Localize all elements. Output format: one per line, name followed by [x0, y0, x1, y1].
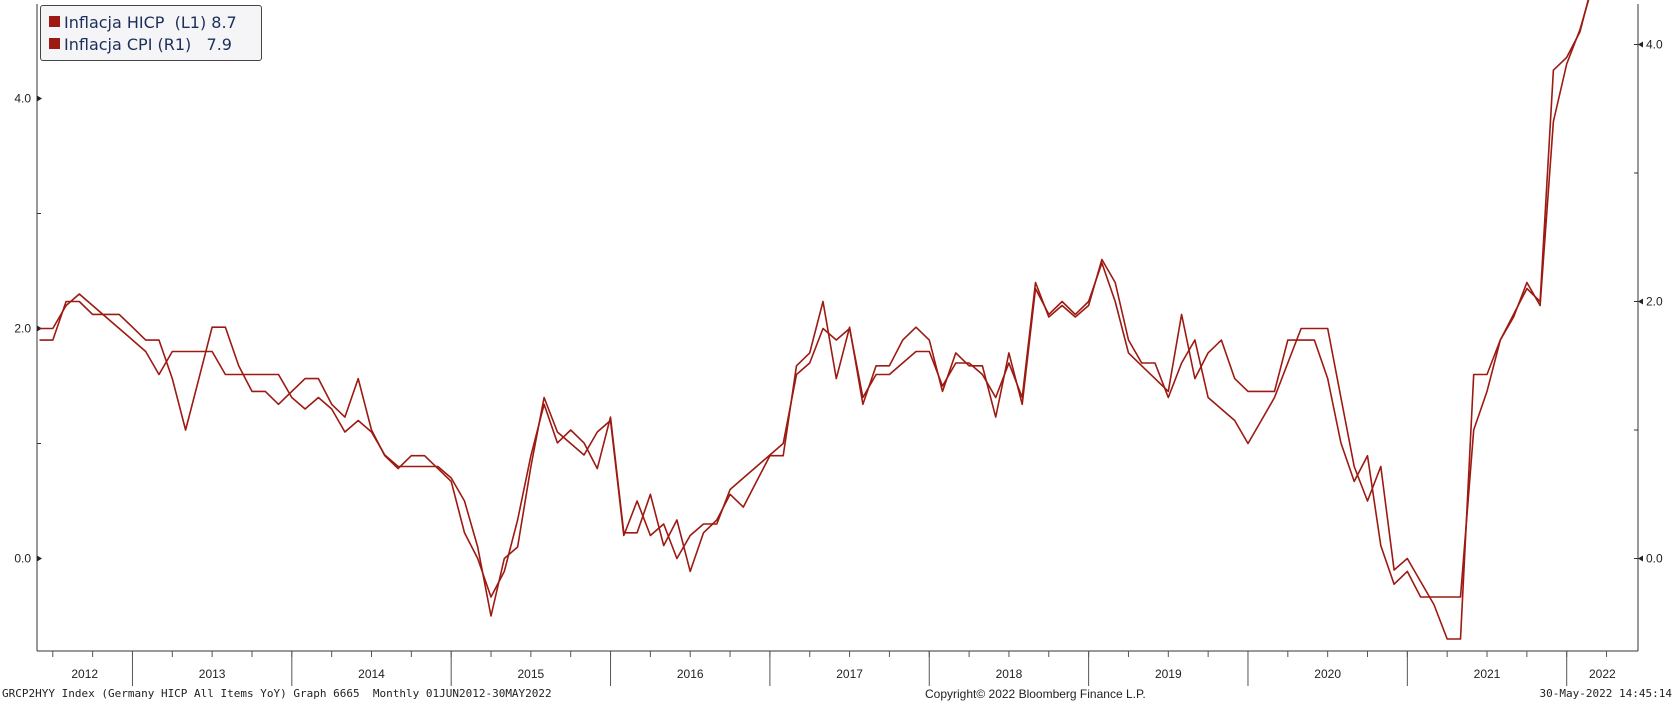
right-tick-label: 0.0	[1646, 552, 1663, 566]
x-year-label: 2022	[1589, 667, 1616, 681]
series-line-cpi	[39, 0, 1590, 598]
legend: Inflacja HICP (L1) 8.7 Inflacja CPI (R1)…	[40, 5, 262, 61]
footer-copyright: Copyright© 2022 Bloomberg Finance L.P.	[925, 687, 1146, 701]
legend-swatch-hicp	[49, 16, 60, 27]
series-line-hicp	[39, 0, 1590, 640]
x-year-label: 2019	[1155, 667, 1182, 681]
right-tick-label: 2.0	[1646, 295, 1663, 309]
x-axis: 2012 2013 2014 2015 2016 2017 2018 2019 2020 2021…	[37, 650, 1638, 686]
footer-timestamp: 30-May-2022 14:45:14	[1539, 687, 1672, 700]
right-tick-label: 4.0	[1646, 38, 1663, 52]
x-year-label: 2021	[1474, 667, 1501, 681]
x-year-label: 2017	[836, 667, 863, 681]
right-axis: 0.02.04.06.0	[1634, 4, 1663, 651]
legend-label-cpi: Inflacja CPI (R1) 7.9	[64, 35, 232, 54]
x-year-label: 2015	[518, 667, 545, 681]
left-tick-label: 4.0	[14, 92, 31, 106]
legend-label-hicp: Inflacja HICP (L1) 8.7	[64, 13, 237, 32]
left-tick-mark	[37, 95, 42, 102]
legend-swatch-cpi	[49, 38, 60, 49]
x-year-label: 2012	[71, 667, 98, 681]
left-tick-label: 0.0	[14, 552, 31, 566]
right-tick-mark	[1638, 298, 1643, 305]
x-year-label: 2013	[199, 667, 226, 681]
footer-index-description: GRCP2HYY Index (Germany HICP All Items Y…	[2, 687, 552, 700]
x-year-label: 2016	[677, 667, 704, 681]
left-tick-label: 2.0	[14, 322, 31, 336]
x-year-label: 2020	[1314, 667, 1341, 681]
legend-item-hicp: Inflacja HICP (L1) 8.7	[49, 13, 237, 32]
series-layer	[39, 0, 1590, 640]
right-tick-mark	[1638, 555, 1643, 562]
x-year-label: 2014	[358, 667, 385, 681]
left-axis: 0.02.04.06.08.0	[14, 4, 42, 651]
legend-item-cpi: Inflacja CPI (R1) 7.9	[49, 35, 232, 54]
left-tick-mark	[37, 555, 42, 562]
x-year-label: 2018	[996, 667, 1023, 681]
right-tick-mark	[1638, 41, 1643, 48]
